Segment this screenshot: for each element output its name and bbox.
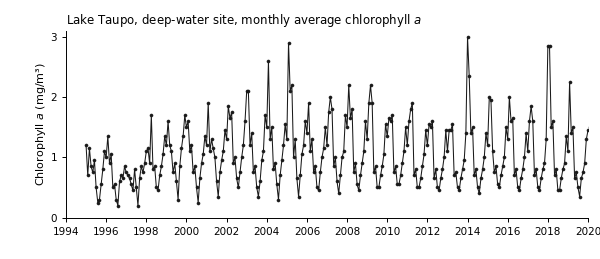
Text: Lake Taupo, deep-water site, monthly average chlorophyll $a$: Lake Taupo, deep-water site, monthly ave… bbox=[66, 12, 422, 29]
Y-axis label: Chlorophyll $a$ (mg/m³): Chlorophyll $a$ (mg/m³) bbox=[34, 62, 47, 186]
